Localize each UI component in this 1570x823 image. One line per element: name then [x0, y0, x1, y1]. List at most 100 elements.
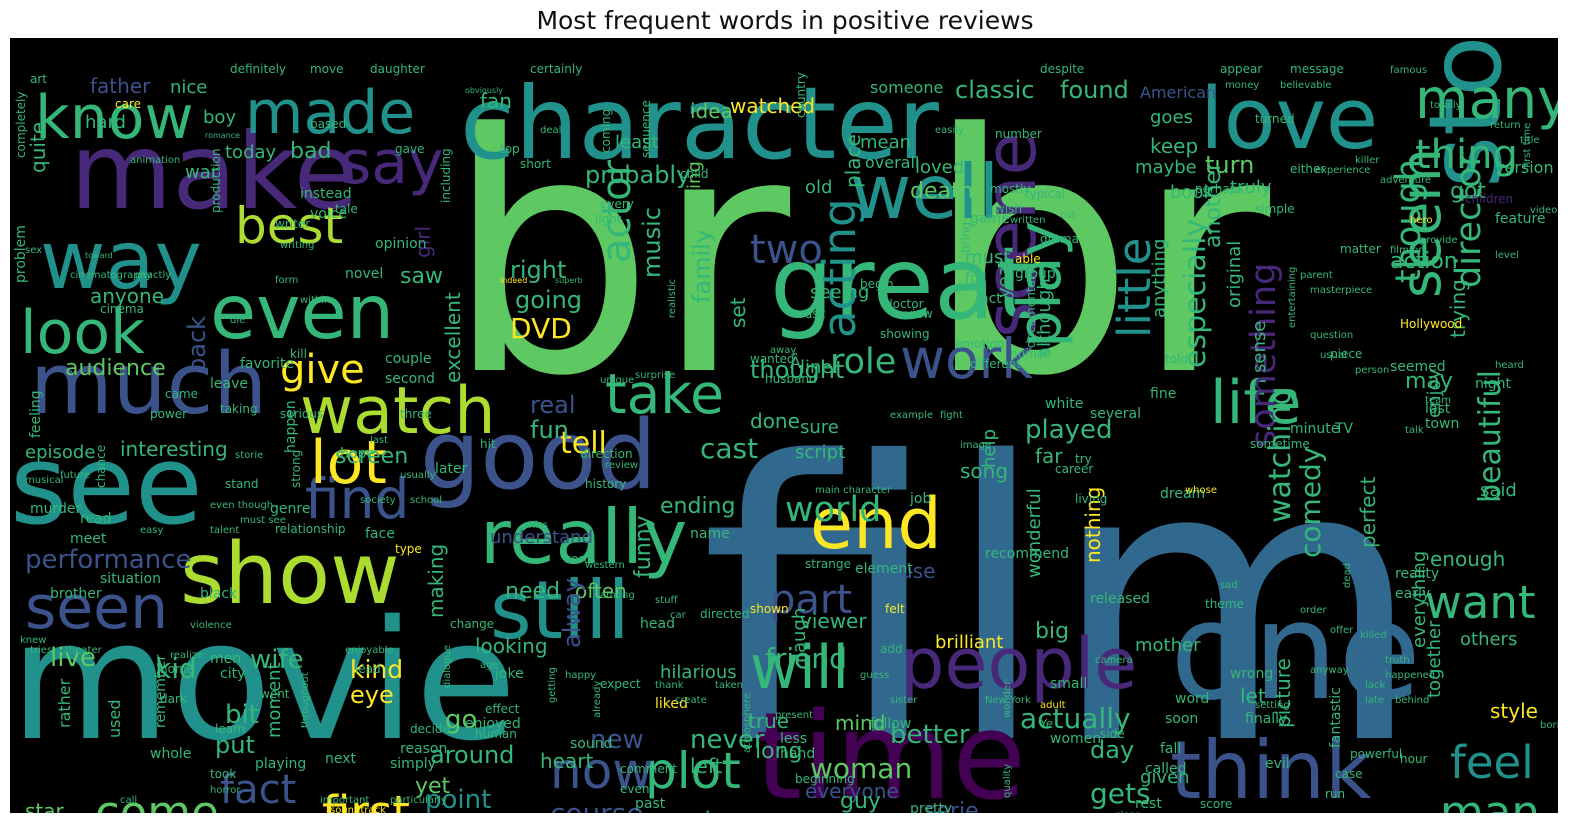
word-audience: audience — [65, 356, 166, 381]
word-writing: writing — [280, 240, 314, 251]
word-animation: animation — [130, 155, 180, 166]
word-hero: hero — [1410, 215, 1433, 226]
word-tell: tell — [560, 426, 607, 461]
word-meet: meet — [70, 531, 107, 547]
word-evil: evil — [1265, 756, 1290, 772]
word-learn: learn — [215, 722, 245, 736]
word-certainly: certainly — [530, 62, 582, 76]
word-best: best — [235, 197, 343, 255]
word-kind: kind — [350, 655, 403, 684]
word-wanted: wanted — [750, 352, 794, 366]
word-team: team — [1425, 395, 1451, 406]
word-dead: dead — [1342, 563, 1353, 588]
word-feel: feel — [1450, 736, 1534, 789]
word-must-see: must see — [240, 515, 286, 526]
word-ask: ask — [805, 307, 826, 321]
word-given: given — [1140, 767, 1190, 788]
word-several: several — [1090, 406, 1141, 422]
word-many: many — [1415, 67, 1558, 131]
word-bit: bit — [225, 700, 259, 730]
word-house: house — [705, 807, 765, 813]
word-course: course — [550, 797, 644, 813]
word-dialogue: dialogue — [442, 645, 453, 688]
word-idea: idea — [690, 99, 733, 123]
word-new: new — [590, 725, 644, 755]
word-killer: killer — [1355, 155, 1380, 166]
word-later: later — [435, 461, 468, 477]
word-although: although — [1034, 278, 1055, 358]
word-seen: seen — [25, 573, 168, 643]
word-away: away — [770, 345, 796, 356]
word-even: even — [210, 268, 394, 356]
word-adventure: adventure — [1380, 175, 1431, 186]
word-taking: taking — [220, 402, 258, 416]
word-anyone: anyone — [90, 284, 164, 308]
word-art: art — [30, 72, 47, 86]
word-typical: typical — [1025, 187, 1065, 201]
word-behind: behind — [1395, 695, 1429, 706]
word-murder: murder — [30, 501, 82, 517]
word-performance: performance — [25, 545, 192, 575]
word-reality: reality — [1395, 566, 1439, 582]
word-easily: easily — [935, 125, 964, 136]
word-version: version — [1495, 158, 1554, 177]
word-guess: guess — [860, 670, 889, 681]
word-took: took — [210, 767, 236, 781]
word-close: close — [1115, 810, 1141, 813]
word-long: long — [755, 739, 802, 764]
word-feeling: feeling — [28, 390, 44, 438]
word-wonder: wonder — [1002, 680, 1013, 718]
word-daughter: daughter — [370, 62, 425, 76]
word-want: want — [1425, 576, 1536, 629]
word-voice: voice — [310, 206, 347, 222]
word-least: least — [615, 132, 659, 153]
word-american: American — [1140, 83, 1216, 102]
word-loved: loved — [915, 157, 964, 178]
word-black: black — [200, 586, 238, 602]
word-friend: friend — [765, 642, 847, 675]
word-going: going — [515, 286, 582, 314]
word-family: family — [688, 229, 716, 303]
word-easy: easy — [140, 525, 163, 536]
word-come: come — [95, 786, 219, 813]
word-strange: strange — [805, 557, 851, 571]
word-rest: rest — [1135, 796, 1162, 812]
word-living: living — [1075, 492, 1107, 506]
word-keep: keep — [1150, 134, 1198, 158]
word-couple: couple — [385, 351, 432, 367]
word-making: making — [424, 544, 448, 618]
word-quality: quality — [1002, 764, 1013, 798]
word-case: case — [1335, 767, 1363, 781]
word-action: action — [1390, 249, 1458, 274]
word-told: told — [1165, 352, 1188, 366]
word-way: way — [40, 214, 202, 307]
word-seemed: seemed — [1390, 359, 1446, 375]
word-will: will — [750, 633, 849, 703]
word-wife: wife — [250, 645, 304, 675]
word-hand: hand — [780, 746, 815, 762]
word-documentary: documentary — [1024, 268, 1038, 348]
word-experience: experience — [1315, 165, 1370, 176]
word-storie: storie — [235, 450, 263, 461]
word-episode: episode — [25, 442, 95, 463]
word-old: old — [805, 177, 832, 198]
word-number: number — [995, 127, 1042, 141]
word-really: really — [480, 493, 687, 581]
word-event: event — [620, 782, 654, 796]
word-film-br: film br — [1390, 245, 1423, 256]
word-fun: fun — [530, 416, 569, 444]
word-viewer: viewer — [800, 609, 867, 633]
word-instead: instead — [300, 186, 352, 202]
word-totally: totally — [1430, 100, 1462, 111]
word-truth: truth — [1385, 655, 1410, 666]
word-maybe: maybe — [1135, 157, 1197, 178]
word-talk: talk — [1405, 425, 1424, 436]
word-atmosphere: atmosphere — [742, 693, 753, 753]
word-liked: liked — [655, 696, 688, 712]
word-shown: shown — [750, 602, 789, 616]
page-title: Most frequent words in positive reviews — [536, 6, 1034, 35]
word-full: full — [965, 271, 987, 287]
word-exactly: exactly — [135, 270, 171, 281]
word-head: head — [640, 616, 675, 632]
